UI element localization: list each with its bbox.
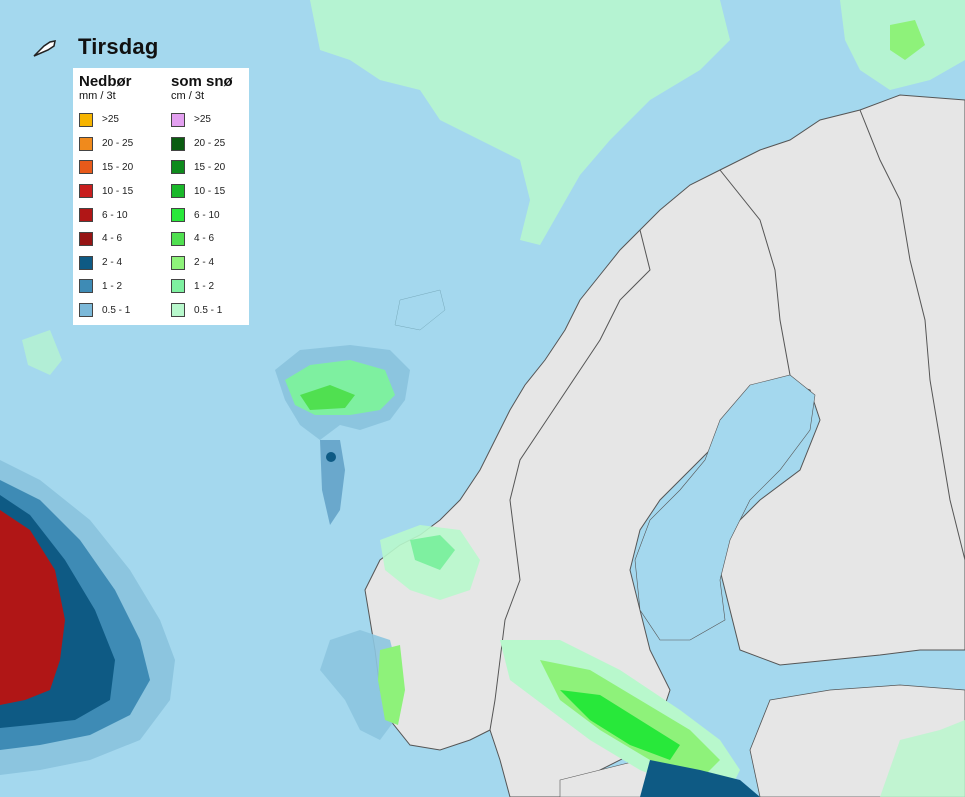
legend-rain-row: 0.5 - 1 (79, 298, 133, 322)
snow-south-norway-core (410, 535, 455, 570)
legend-rain-heading: Nedbør (79, 73, 132, 90)
legend-snow-swatch (171, 255, 185, 270)
legend-snow-label: 20 - 25 (194, 138, 226, 150)
legend-snow-label: 2 - 4 (194, 257, 215, 269)
precip-band-south (640, 760, 760, 797)
snow-field-north (310, 0, 730, 245)
legend-rain-row: 6 - 10 (79, 203, 133, 227)
legend-snow-swatch (171, 136, 185, 151)
land-scandinavia (364, 94, 965, 797)
location-pin-icon (33, 40, 56, 57)
legend-rain-label: 0.5 - 1 (102, 304, 131, 316)
legend-snow-swatch (171, 303, 185, 318)
legend-snow-label: 1 - 2 (194, 280, 215, 292)
island (394, 289, 446, 331)
legend-snow-swatch (171, 184, 185, 199)
legend-rain-swatch (79, 279, 93, 294)
snow-west-coast (378, 645, 405, 725)
legend-rain-label: 10 - 15 (102, 185, 134, 197)
legend-rain-row: >25 (79, 108, 133, 132)
legend-snow-row: 2 - 4 (171, 251, 233, 275)
legend-snow-label: 6 - 10 (194, 209, 220, 221)
legend-rain-row: 4 - 6 (79, 227, 133, 251)
legend-snow-swatch (171, 112, 185, 127)
legend-rain-label: 20 - 25 (102, 138, 134, 150)
legend-rain-row: 2 - 4 (79, 251, 133, 275)
legend-snow-label: 4 - 6 (194, 233, 215, 245)
legend-rain-label: 15 - 20 (102, 161, 134, 173)
legend-snow-row: 10 - 15 (171, 179, 233, 203)
legend-rain-row: 20 - 25 (79, 132, 133, 156)
gulf-of-bothnia (634, 374, 816, 641)
precip-tail (320, 440, 345, 525)
legend-snow-swatch (171, 279, 185, 294)
legend-rain-label: 1 - 2 (102, 280, 123, 292)
snow-band-core (560, 690, 680, 760)
day-title: Tirsdag (78, 34, 159, 59)
border-sweden-finland (719, 169, 791, 376)
legend-rain-unit: mm / 3t (79, 90, 116, 102)
legend-rain-row: 15 - 20 (79, 156, 133, 180)
legend-rain-swatch (79, 231, 93, 246)
snow-patch-northeast (890, 20, 925, 60)
legend-snow-label: 10 - 15 (194, 185, 226, 197)
island-west (22, 330, 62, 375)
precip-sw-heavy (0, 510, 65, 705)
legend-rain-label: 2 - 4 (102, 257, 123, 269)
legend-rain-row: 1 - 2 (79, 275, 133, 299)
legend-rain-swatch (79, 160, 93, 175)
legend-rain-swatch (79, 208, 93, 223)
legend-rain-label: 4 - 6 (102, 233, 123, 245)
legend-snow-row: 1 - 2 (171, 275, 233, 299)
snow-island-core (300, 385, 355, 410)
legend-snow-row: 20 - 25 (171, 132, 233, 156)
legend-snow-row: 15 - 20 (171, 156, 233, 180)
border-finland-russia (859, 109, 965, 561)
legend-snow-row: 6 - 10 (171, 203, 233, 227)
legend-snow-heading: som snø (171, 73, 233, 90)
legend-rain-row: 10 - 15 (79, 179, 133, 203)
legend-snow-row: 0.5 - 1 (171, 298, 233, 322)
legend-rain-swatch (79, 136, 93, 151)
legend-snow-swatch (171, 208, 185, 223)
legend-rain-label: 6 - 10 (102, 209, 128, 221)
legend-rain-swatch (79, 184, 93, 199)
precip-southeast (880, 720, 965, 797)
legend-snow-label: >25 (194, 114, 211, 126)
legend-rain: Nedbør mm / 3t >25 20 - 25 15 - 20 10 - … (79, 74, 133, 322)
legend-rain-swatch (79, 303, 93, 318)
legend: Nedbør mm / 3t >25 20 - 25 15 - 20 10 - … (73, 68, 249, 325)
legend-snow-swatch (171, 160, 185, 175)
legend-rain-label: >25 (102, 114, 119, 126)
precip-dot (326, 452, 336, 462)
legend-snow: som snø cm / 3t >25 20 - 25 15 - 20 10 -… (171, 74, 233, 322)
legend-snow-label: 15 - 20 (194, 161, 226, 173)
legend-snow-row: >25 (171, 108, 233, 132)
legend-rain-swatch (79, 112, 93, 127)
legend-snow-row: 4 - 6 (171, 227, 233, 251)
legend-rain-swatch (79, 255, 93, 270)
legend-snow-label: 0.5 - 1 (194, 304, 223, 316)
border-norway-sweden (489, 229, 651, 731)
legend-snow-swatch (171, 231, 185, 246)
legend-snow-unit: cm / 3t (171, 90, 205, 102)
